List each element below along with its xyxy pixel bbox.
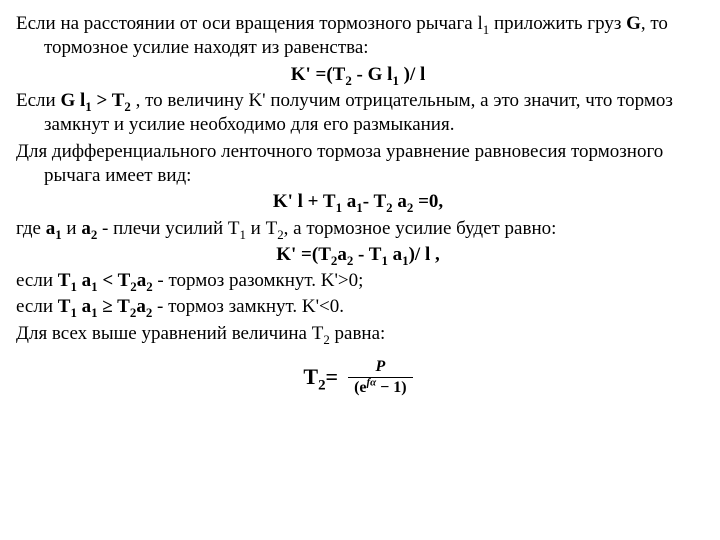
formula-3: K' =(T2a2 - T1 a1)/ l , [16, 243, 700, 267]
text: , а тормозное усилие будет равно: [284, 218, 557, 239]
paragraph-6: если T1 a1 ≥ T2a2 - тормоз замкнут. K'<0… [16, 295, 700, 319]
text: = [326, 364, 339, 389]
text: K' =(T [291, 64, 346, 85]
formula-1: K' =(T2 - G l1 )/ l [16, 63, 700, 87]
text: a [388, 244, 402, 265]
text: T [58, 270, 71, 291]
formula-4: T2= P (efα − 1) [16, 358, 700, 396]
text: Для дифференциального ленточного тормоза… [16, 141, 663, 186]
text-bold: G [626, 13, 641, 34]
text: если [16, 296, 58, 317]
text: - T [363, 191, 386, 212]
text: a [137, 270, 147, 291]
fraction: P (efα − 1) [348, 358, 413, 396]
text: > T [92, 90, 125, 111]
text: - T [353, 244, 381, 265]
paragraph-3: Для дифференциального ленточного тормоза… [16, 140, 700, 189]
text: a [77, 270, 91, 291]
text: - G l [352, 64, 393, 85]
paragraph-2: Если G l1 > T2 , то величину K' получим … [16, 89, 700, 138]
text: Если на расстоянии от оси вращения тормо… [16, 13, 483, 34]
text: - тормоз разомкнут. K'>0; [153, 270, 364, 291]
text: равна: [330, 323, 386, 344]
text: приложить груз [489, 13, 626, 34]
text: T [58, 296, 71, 317]
text: - тормоз замкнут. K'<0. [152, 296, 344, 317]
text: a [393, 191, 407, 212]
text: и T [246, 218, 277, 239]
text: )/ l [399, 64, 425, 85]
text: =0, [413, 191, 443, 212]
text: Если [16, 90, 60, 111]
numerator: P [369, 358, 391, 377]
text: и [62, 218, 82, 239]
paragraph-1: Если на расстоянии от оси вращения тормо… [16, 12, 700, 61]
text: T [303, 364, 318, 389]
sub: 2 [318, 377, 325, 393]
text: - плечи усилий T [97, 218, 239, 239]
text: K' =(T [276, 244, 331, 265]
formula-2: K' l + T1 a1- T2 a2 =0, [16, 190, 700, 214]
text: где [16, 218, 46, 239]
text: )/ l , [409, 244, 440, 265]
text: a [136, 296, 146, 317]
paragraph-7: Для всех выше уравнений величина T2 равн… [16, 322, 700, 346]
paragraph-5: если T1 a1 < T2a2 - тормоз разомкнут. K'… [16, 269, 700, 293]
text: a [81, 218, 91, 239]
text: ≥ T [98, 296, 130, 317]
text: a [77, 296, 91, 317]
formula-lhs: T2= [303, 363, 338, 391]
exp: fα [367, 376, 377, 388]
text: если [16, 270, 58, 291]
text: , то величину K' получим отрицательным, … [44, 90, 673, 135]
text: G l [60, 90, 85, 111]
text: a [46, 218, 56, 239]
text: < T [98, 270, 131, 291]
text: (e [354, 379, 366, 396]
text: − 1) [376, 379, 406, 396]
denominator: (efα − 1) [348, 377, 413, 397]
text: K' l + T [273, 191, 336, 212]
text: Для всех выше уравнений величина T [16, 323, 323, 344]
text: a [342, 191, 356, 212]
paragraph-4: где a1 и a2 - плечи усилий T1 и T2, а то… [16, 217, 700, 241]
text: a [337, 244, 347, 265]
